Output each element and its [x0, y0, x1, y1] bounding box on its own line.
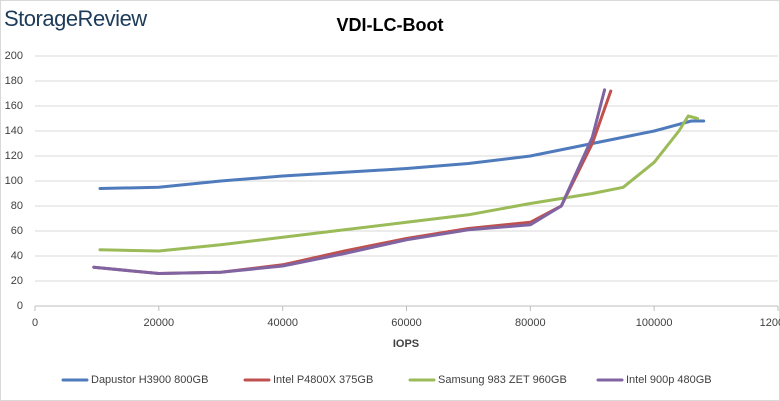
x-tick-label: 20000	[144, 317, 175, 329]
legend-label: Dapustor H3900 800GB	[91, 374, 208, 386]
legend-label: Intel P4800X 375GB	[273, 374, 373, 386]
x-tick-label: 120000	[760, 317, 780, 329]
x-tick-label: 60000	[391, 317, 422, 329]
y-tick-label: 160	[5, 100, 23, 112]
x-axis-title: IOPS	[393, 338, 419, 350]
y-tick-label: 140	[5, 125, 23, 137]
y-tick-label: 200	[5, 50, 23, 62]
x-tick-label: 100000	[636, 317, 673, 329]
y-tick-label: 0	[17, 300, 23, 312]
y-tick-label: 20	[11, 275, 23, 287]
x-tick-label: 40000	[267, 317, 298, 329]
y-tick-label: 180	[5, 75, 23, 87]
y-tick-label: 60	[11, 225, 23, 237]
legend-label: Intel 900p 480GB	[626, 374, 712, 386]
x-tick-label: 0	[32, 317, 38, 329]
x-tick-label: 80000	[515, 317, 546, 329]
legend-label: Samsung 983 ZET 960GB	[438, 374, 567, 386]
series-line	[98, 119, 706, 190]
y-tick-label: 80	[11, 200, 23, 212]
y-tick-label: 40	[11, 250, 23, 262]
y-tick-label: 100	[5, 175, 23, 187]
chart-title: VDI-LC-Boot	[337, 15, 444, 35]
series-line	[92, 88, 607, 275]
y-tick-label: 120	[5, 150, 23, 162]
series-line	[98, 114, 699, 253]
logo: StorageReview	[4, 6, 147, 31]
